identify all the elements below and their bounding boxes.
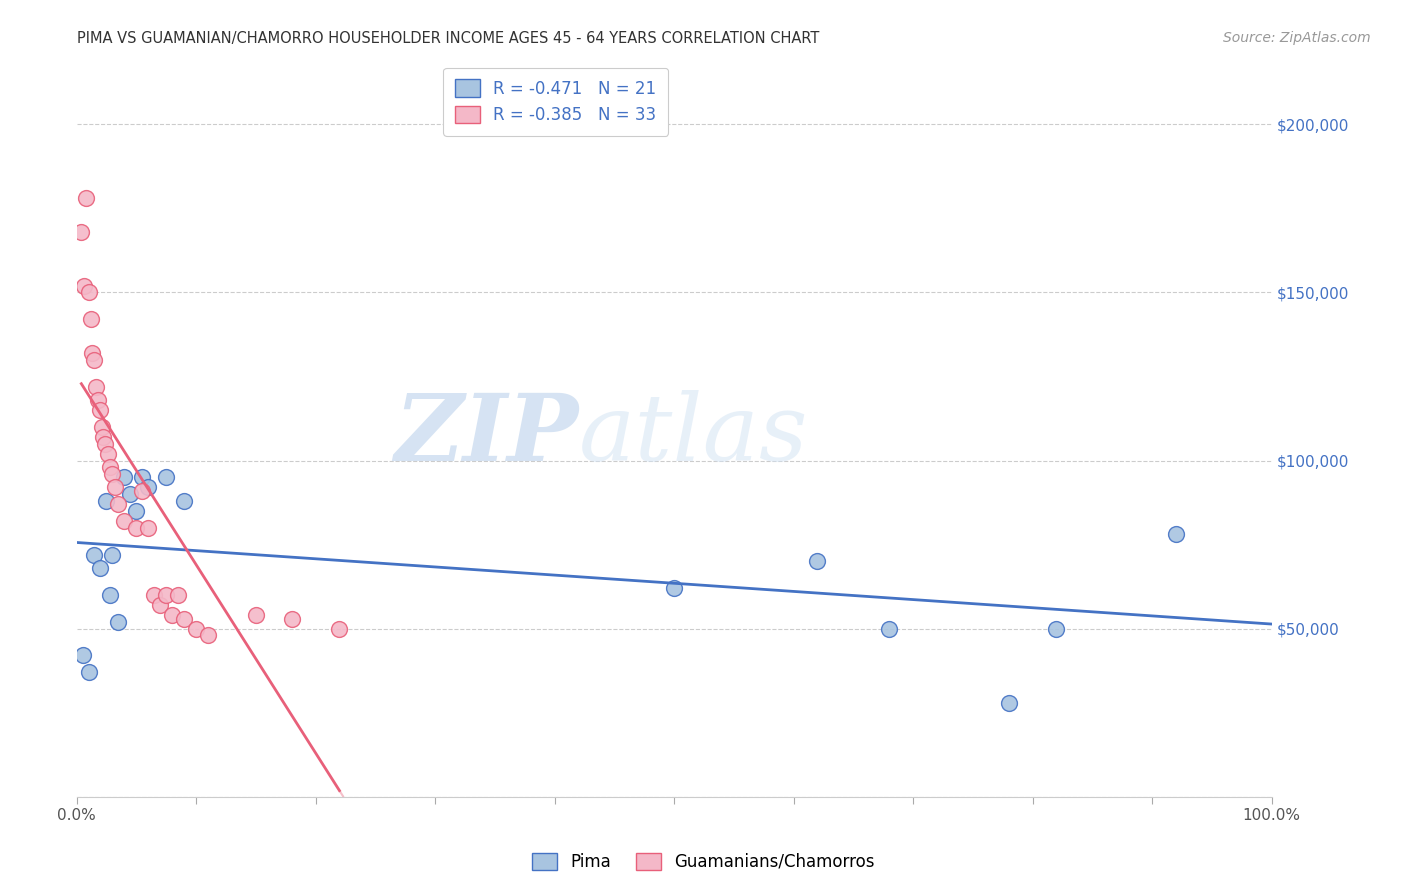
Point: [112, 514, 135, 528]
Point: [107, 497, 129, 511]
Point: [173, 493, 195, 508]
Point: [155, 470, 177, 484]
Point: [197, 628, 219, 642]
Point: [83, 352, 105, 367]
Point: [77, 665, 100, 680]
Point: [112, 470, 135, 484]
Point: [877, 622, 900, 636]
Point: [70, 225, 93, 239]
Point: [104, 480, 127, 494]
Point: [91, 430, 114, 444]
Legend: Pima, Guamanians/Chamorros: Pima, Guamanians/Chamorros: [523, 845, 883, 880]
Point: [125, 521, 148, 535]
Point: [98, 588, 121, 602]
Point: [125, 504, 148, 518]
Point: [149, 598, 172, 612]
Point: [87, 392, 110, 407]
Point: [245, 608, 267, 623]
Point: [280, 611, 302, 625]
Point: [96, 493, 118, 508]
Point: [167, 588, 190, 602]
Point: [89, 561, 111, 575]
Point: [136, 521, 159, 535]
Point: [328, 622, 350, 636]
Point: [97, 447, 120, 461]
Point: [997, 696, 1019, 710]
Point: [155, 588, 177, 602]
Point: [107, 615, 129, 629]
Point: [80, 312, 103, 326]
Text: Source: ZipAtlas.com: Source: ZipAtlas.com: [1223, 31, 1371, 45]
Point: [101, 548, 124, 562]
Point: [136, 480, 159, 494]
Point: [662, 581, 685, 595]
Text: PIMA VS GUAMANIAN/CHAMORRO HOUSEHOLDER INCOME AGES 45 - 64 YEARS CORRELATION CHA: PIMA VS GUAMANIAN/CHAMORRO HOUSEHOLDER I…: [77, 31, 820, 46]
Point: [1164, 527, 1187, 541]
Point: [806, 554, 828, 568]
Point: [89, 403, 111, 417]
Text: ZIP: ZIP: [394, 391, 578, 480]
Text: atlas: atlas: [578, 391, 808, 480]
Point: [84, 379, 107, 393]
Point: [184, 622, 207, 636]
Point: [120, 487, 142, 501]
Point: [94, 436, 117, 450]
Point: [90, 420, 112, 434]
Point: [101, 467, 124, 481]
Point: [131, 483, 153, 498]
Point: [143, 588, 166, 602]
Point: [75, 191, 97, 205]
Point: [77, 285, 100, 300]
Point: [160, 608, 183, 623]
Point: [73, 278, 96, 293]
Legend: R = -0.471   N = 21, R = -0.385   N = 33: R = -0.471 N = 21, R = -0.385 N = 33: [443, 68, 668, 136]
Point: [80, 346, 103, 360]
Point: [72, 648, 94, 663]
Point: [83, 548, 105, 562]
Point: [1045, 622, 1067, 636]
Point: [173, 611, 195, 625]
Point: [98, 460, 121, 475]
Point: [131, 470, 153, 484]
